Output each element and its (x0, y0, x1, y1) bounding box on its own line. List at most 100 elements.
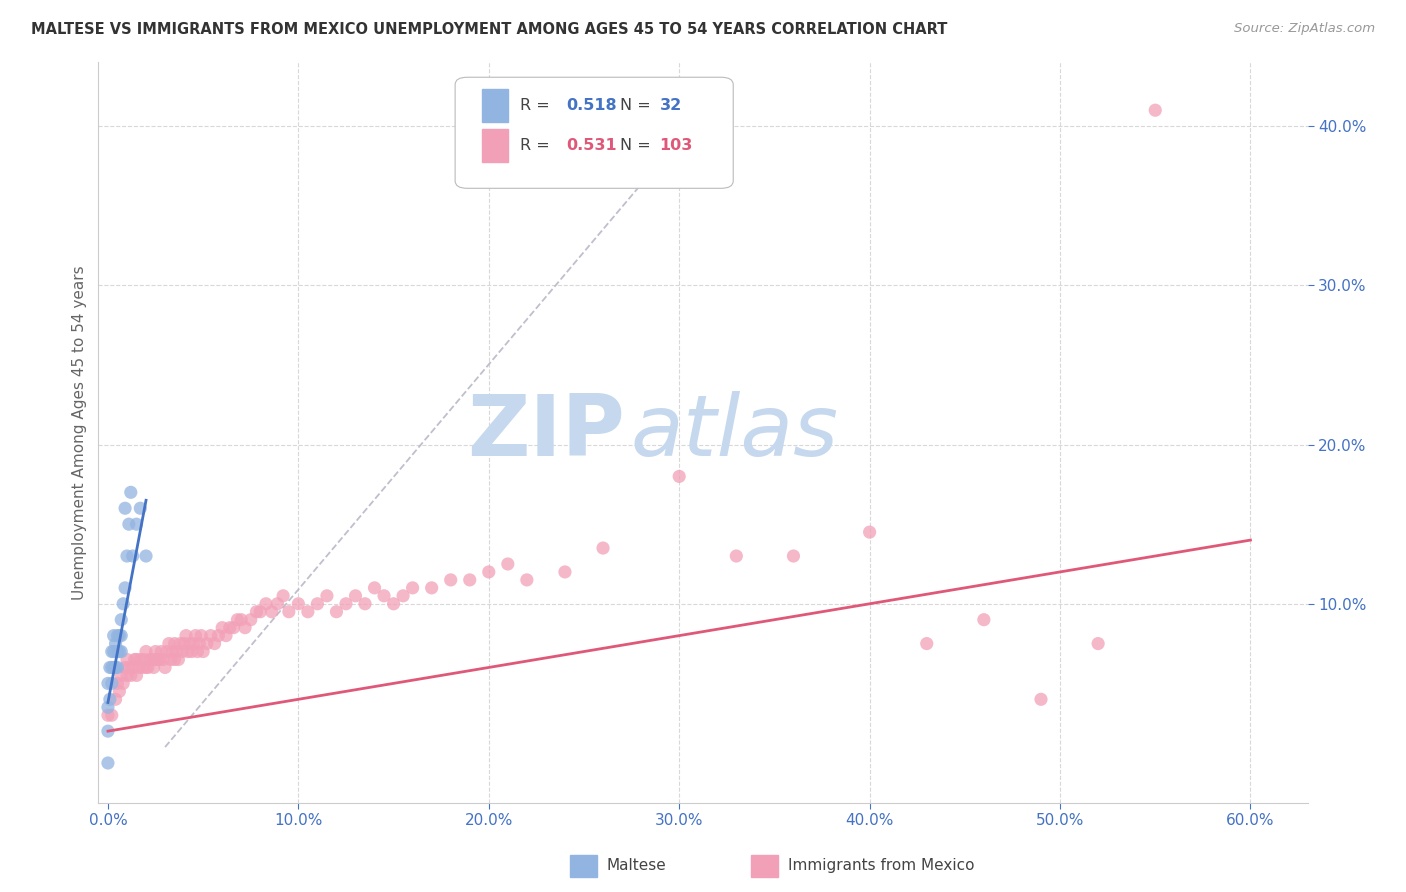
Point (211, 621, 233, 635)
Point (277, 605, 299, 619)
Point (177, 644, 200, 658)
Point (135, 549, 157, 563)
Point (100, 708, 122, 723)
Point (239, 613, 262, 627)
Point (496, 557, 519, 571)
Point (125, 652, 148, 666)
Text: 32: 32 (659, 98, 682, 113)
Point (254, 597, 277, 611)
Point (110, 668, 132, 682)
Point (114, 501, 136, 516)
Point (195, 637, 218, 651)
Point (260, 605, 283, 619)
Point (156, 644, 179, 658)
Point (135, 660, 157, 674)
Point (179, 637, 201, 651)
Point (859, 525, 882, 540)
Text: 0.518: 0.518 (567, 98, 617, 113)
Point (222, 621, 245, 635)
Point (141, 652, 163, 666)
Point (153, 660, 176, 674)
Point (97, 708, 120, 723)
Bar (751, 855, 778, 877)
Point (110, 613, 132, 627)
Text: ZIP: ZIP (467, 391, 624, 475)
Point (401, 581, 423, 595)
Point (115, 549, 138, 563)
Point (163, 637, 186, 651)
Text: Immigrants from Mexico: Immigrants from Mexico (787, 858, 974, 873)
Bar (569, 855, 596, 877)
Point (167, 652, 190, 666)
Point (104, 637, 127, 651)
Point (191, 644, 214, 658)
Point (169, 637, 191, 651)
Point (344, 589, 367, 603)
Point (142, 660, 165, 674)
Point (180, 644, 202, 658)
Point (592, 541, 614, 555)
Point (134, 652, 156, 666)
Text: Maltese: Maltese (606, 858, 666, 873)
Point (110, 629, 132, 643)
Point (135, 644, 157, 658)
Text: 0.531: 0.531 (567, 138, 617, 153)
Point (218, 621, 240, 635)
Point (125, 668, 148, 682)
Point (103, 660, 125, 674)
Point (287, 597, 309, 611)
Point (392, 589, 415, 603)
Point (231, 613, 253, 627)
Point (307, 597, 329, 611)
Point (112, 676, 135, 690)
Point (782, 549, 804, 563)
Point (115, 668, 138, 682)
Point (98, 660, 121, 674)
Point (233, 621, 256, 635)
Point (186, 644, 208, 658)
Point (157, 637, 180, 651)
Point (190, 629, 212, 643)
Text: MALTESE VS IMMIGRANTS FROM MEXICO UNEMPLOYMENT AMONG AGES 45 TO 54 YEARS CORRELA: MALTESE VS IMMIGRANTS FROM MEXICO UNEMPL… (31, 22, 948, 37)
Point (173, 637, 195, 651)
Point (973, 613, 995, 627)
Point (915, 637, 938, 651)
FancyBboxPatch shape (456, 78, 734, 188)
Point (516, 573, 538, 587)
Point (271, 589, 294, 603)
Point (226, 613, 249, 627)
Point (249, 605, 271, 619)
Point (152, 652, 174, 666)
Point (124, 652, 146, 666)
Point (121, 549, 143, 563)
Point (131, 660, 153, 674)
Point (207, 629, 229, 643)
Point (97, 756, 120, 770)
Point (1144, 103, 1167, 118)
Point (159, 652, 181, 666)
Point (335, 597, 357, 611)
Point (172, 644, 194, 658)
Point (100, 644, 122, 658)
Point (204, 637, 226, 651)
Point (118, 660, 141, 674)
Point (200, 629, 222, 643)
Point (104, 660, 127, 674)
Point (97, 724, 120, 739)
Point (146, 652, 169, 666)
Text: R =: R = (520, 138, 555, 153)
Point (166, 644, 188, 658)
Point (118, 517, 141, 532)
Text: R =: R = (520, 98, 555, 113)
Text: 103: 103 (659, 138, 693, 153)
Point (382, 597, 405, 611)
Point (120, 485, 142, 500)
Point (115, 652, 138, 666)
Point (1029, 692, 1052, 706)
Point (145, 652, 167, 666)
Point (129, 501, 152, 516)
Point (440, 573, 463, 587)
Point (215, 629, 238, 643)
Point (458, 573, 481, 587)
Point (107, 629, 129, 643)
